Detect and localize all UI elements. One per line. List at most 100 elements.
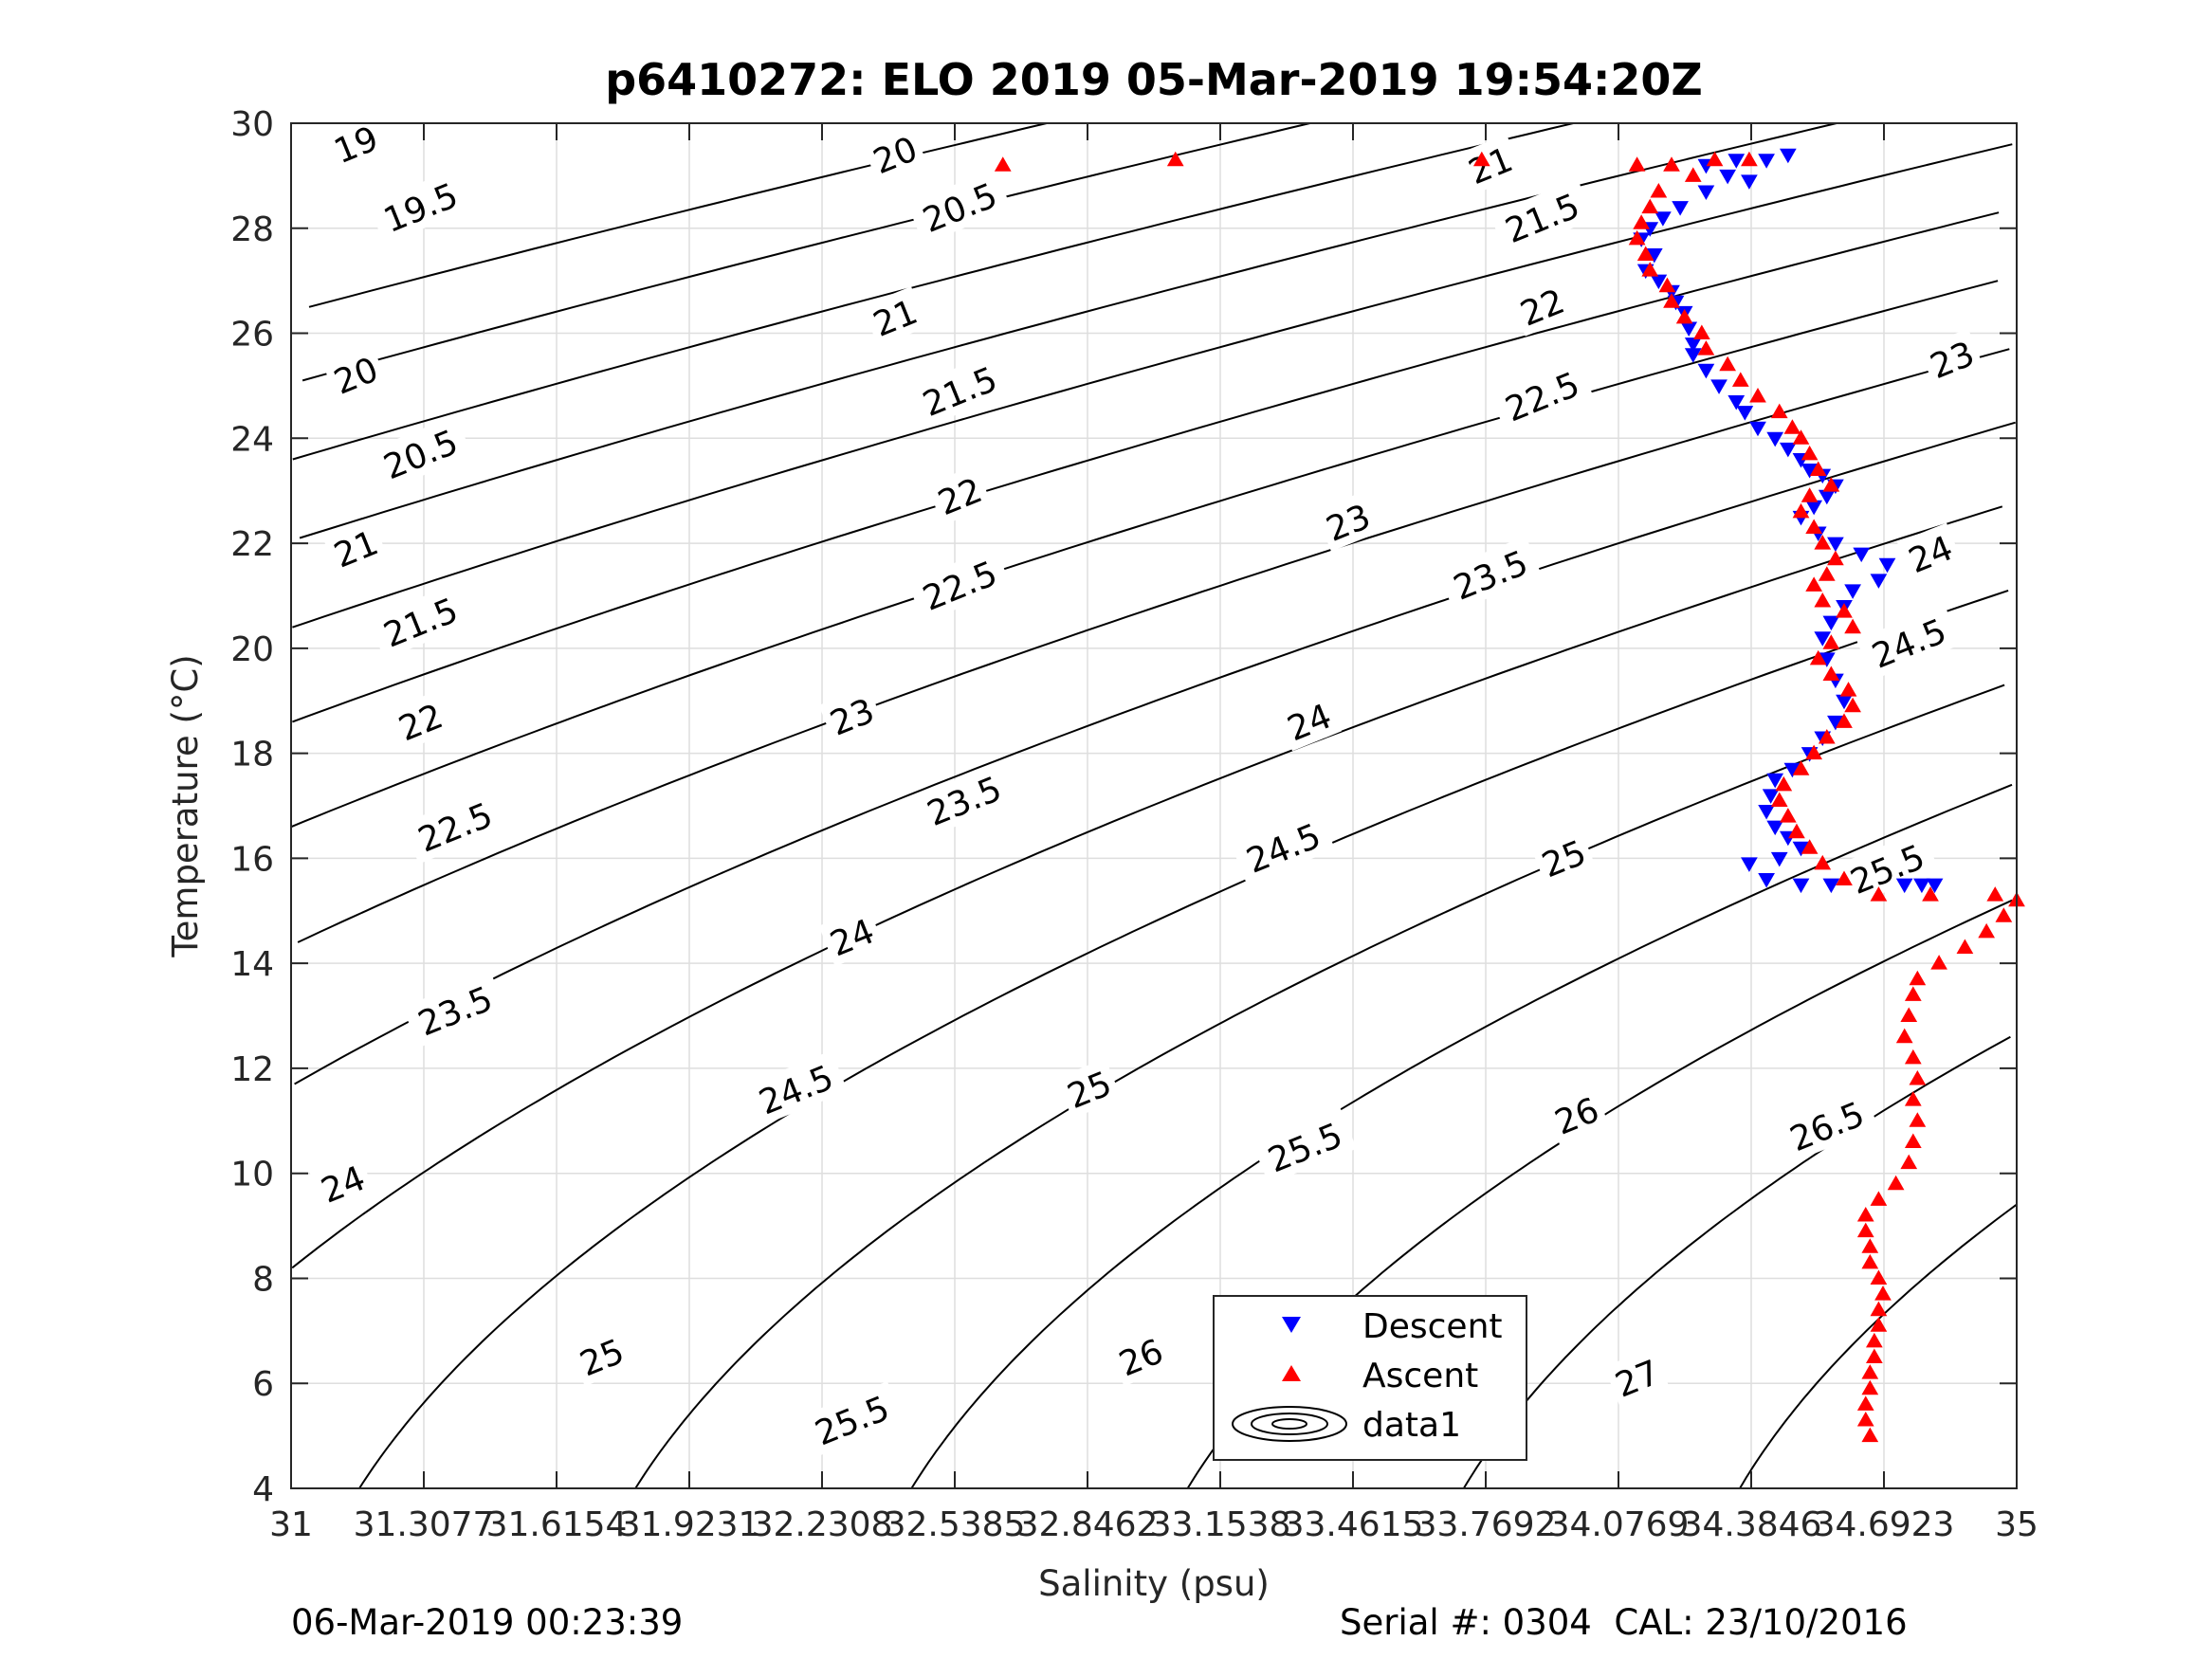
isopycnal-label-bg xyxy=(1918,328,1985,390)
descent-point xyxy=(1779,148,1797,164)
y-tick-label: 4 xyxy=(252,1470,274,1509)
descent-point xyxy=(1779,442,1797,458)
descent-point xyxy=(1766,820,1784,836)
descent-point xyxy=(1878,557,1896,574)
isopycnal-label-bg xyxy=(926,465,993,526)
y-tick-label: 6 xyxy=(252,1365,274,1404)
legend-descent-marker xyxy=(1282,1317,1301,1333)
ascent-point xyxy=(1628,156,1646,172)
ascent-point xyxy=(1770,792,1788,807)
descent-point xyxy=(1749,421,1766,437)
x-tick-label: 33.4615 xyxy=(1283,1505,1424,1544)
descent-point xyxy=(1913,878,1930,894)
ascent-point xyxy=(1900,1154,1918,1170)
descent-point xyxy=(1697,185,1715,201)
isopycnal-label-bg xyxy=(368,583,473,660)
isopycnal-label-bg xyxy=(799,1381,905,1458)
isopycnal-label-bg xyxy=(387,690,453,752)
y-axis-label: Temperature (°C) xyxy=(165,654,206,957)
descent-point xyxy=(1650,274,1668,290)
isopycnal-line xyxy=(292,143,2013,629)
isopycnal-label-bg xyxy=(402,788,507,865)
isopycnal-label-bg xyxy=(568,1325,634,1387)
ascent-point xyxy=(1641,198,1659,214)
descent-point xyxy=(1684,337,1702,353)
x-axis-label: Salinity (psu) xyxy=(1038,1563,1270,1604)
isopycnal-label-bg xyxy=(1508,276,1575,337)
legend-descent-label: Descent xyxy=(1362,1307,1503,1346)
isopycnal-label-bg xyxy=(862,286,928,347)
isopycnal-label: 23 xyxy=(818,685,885,746)
isopycnal-label-bg xyxy=(862,123,928,185)
ascent-point xyxy=(1472,151,1490,167)
ascent-point xyxy=(1836,713,1853,728)
ascent-point xyxy=(1675,308,1693,324)
ascent-point xyxy=(1909,1069,1927,1085)
y-tick-label: 24 xyxy=(230,420,274,459)
descent-point xyxy=(1758,873,1775,888)
ascent-point xyxy=(1861,1364,1879,1379)
ascent-point xyxy=(1909,1112,1927,1127)
ascent-point xyxy=(1995,907,2013,922)
descent-point xyxy=(1736,406,1754,421)
isopycnal-label: 27 xyxy=(1603,1346,1670,1408)
x-tick-label: 32.8462 xyxy=(1017,1505,1159,1544)
ascent-point xyxy=(1856,1206,1874,1222)
x-tick-label: 35 xyxy=(1995,1505,2038,1544)
descent-point xyxy=(1822,878,1840,894)
descent-point xyxy=(1766,773,1784,789)
ascent-point xyxy=(1836,870,1853,886)
ascent-point xyxy=(1805,519,1823,534)
legend-ascent-label: Ascent xyxy=(1362,1357,1478,1395)
ascent-point xyxy=(1844,697,1861,713)
y-tick-label: 12 xyxy=(230,1050,274,1089)
isopycnal-label-bg xyxy=(402,972,507,1048)
descent-point xyxy=(1762,789,1780,804)
isopycnal-label-bg xyxy=(1437,536,1543,612)
isopycnal-label-bg xyxy=(1314,491,1381,552)
ascent-point xyxy=(1856,1395,1874,1411)
isopycnal-label-bg xyxy=(743,1050,849,1127)
ascent-point xyxy=(1792,760,1810,775)
isopycnal-label-bg xyxy=(1774,1086,1879,1163)
chart-title: p6410272: ELO 2019 05-Mar-2019 19:54:20Z xyxy=(605,54,1703,105)
ascent-point xyxy=(1870,1269,1888,1285)
ascent-point xyxy=(1814,854,1832,870)
isopycnal-label-bg xyxy=(1490,178,1595,255)
x-tick-label: 31.9231 xyxy=(619,1505,760,1544)
ascent-point xyxy=(1930,955,1947,970)
isopycnal-label: 22 xyxy=(926,465,993,526)
isopycnal-label-bg xyxy=(906,168,1012,245)
isopycnal-label: 24 xyxy=(1897,522,1964,584)
ascent-point xyxy=(1870,1191,1888,1206)
isopycnal-label-bg xyxy=(1897,522,1964,584)
x-tick-label: 31 xyxy=(269,1505,313,1544)
y-tick-label: 8 xyxy=(252,1260,274,1299)
isopycnal-line xyxy=(302,122,1310,382)
isopycnal-label-bg xyxy=(911,761,1016,838)
isopycnal-label: 19 xyxy=(322,113,389,174)
ascent-point xyxy=(1922,886,1939,902)
descent-point xyxy=(1926,878,1944,894)
ascent-point xyxy=(1865,1348,1883,1364)
ascent-point xyxy=(1801,487,1819,502)
x-tick-label: 32.2308 xyxy=(752,1505,893,1544)
isopycnal-label-bg xyxy=(1055,1058,1123,1119)
ascent-point xyxy=(1856,1222,1874,1238)
footer-timestamp: 06-Mar-2019 00:23:39 xyxy=(291,1602,684,1643)
ascent-point xyxy=(1663,293,1680,308)
descent-point xyxy=(1827,537,1844,553)
isopycnal-label-bg xyxy=(322,517,389,578)
isopycnal-line xyxy=(297,348,2010,943)
data-markers xyxy=(994,148,2025,1443)
y-tick-label: 30 xyxy=(230,105,274,144)
descent-point xyxy=(1697,363,1715,379)
isopycnal-line xyxy=(358,589,2009,1489)
ascent-point xyxy=(1978,922,1996,939)
ascent-point xyxy=(1770,403,1788,419)
ascent-point xyxy=(1986,886,2004,902)
ascent-point xyxy=(1839,682,1857,697)
ascent-point xyxy=(1818,728,1836,744)
descent-point xyxy=(1654,211,1672,227)
descent-point xyxy=(1814,631,1832,647)
